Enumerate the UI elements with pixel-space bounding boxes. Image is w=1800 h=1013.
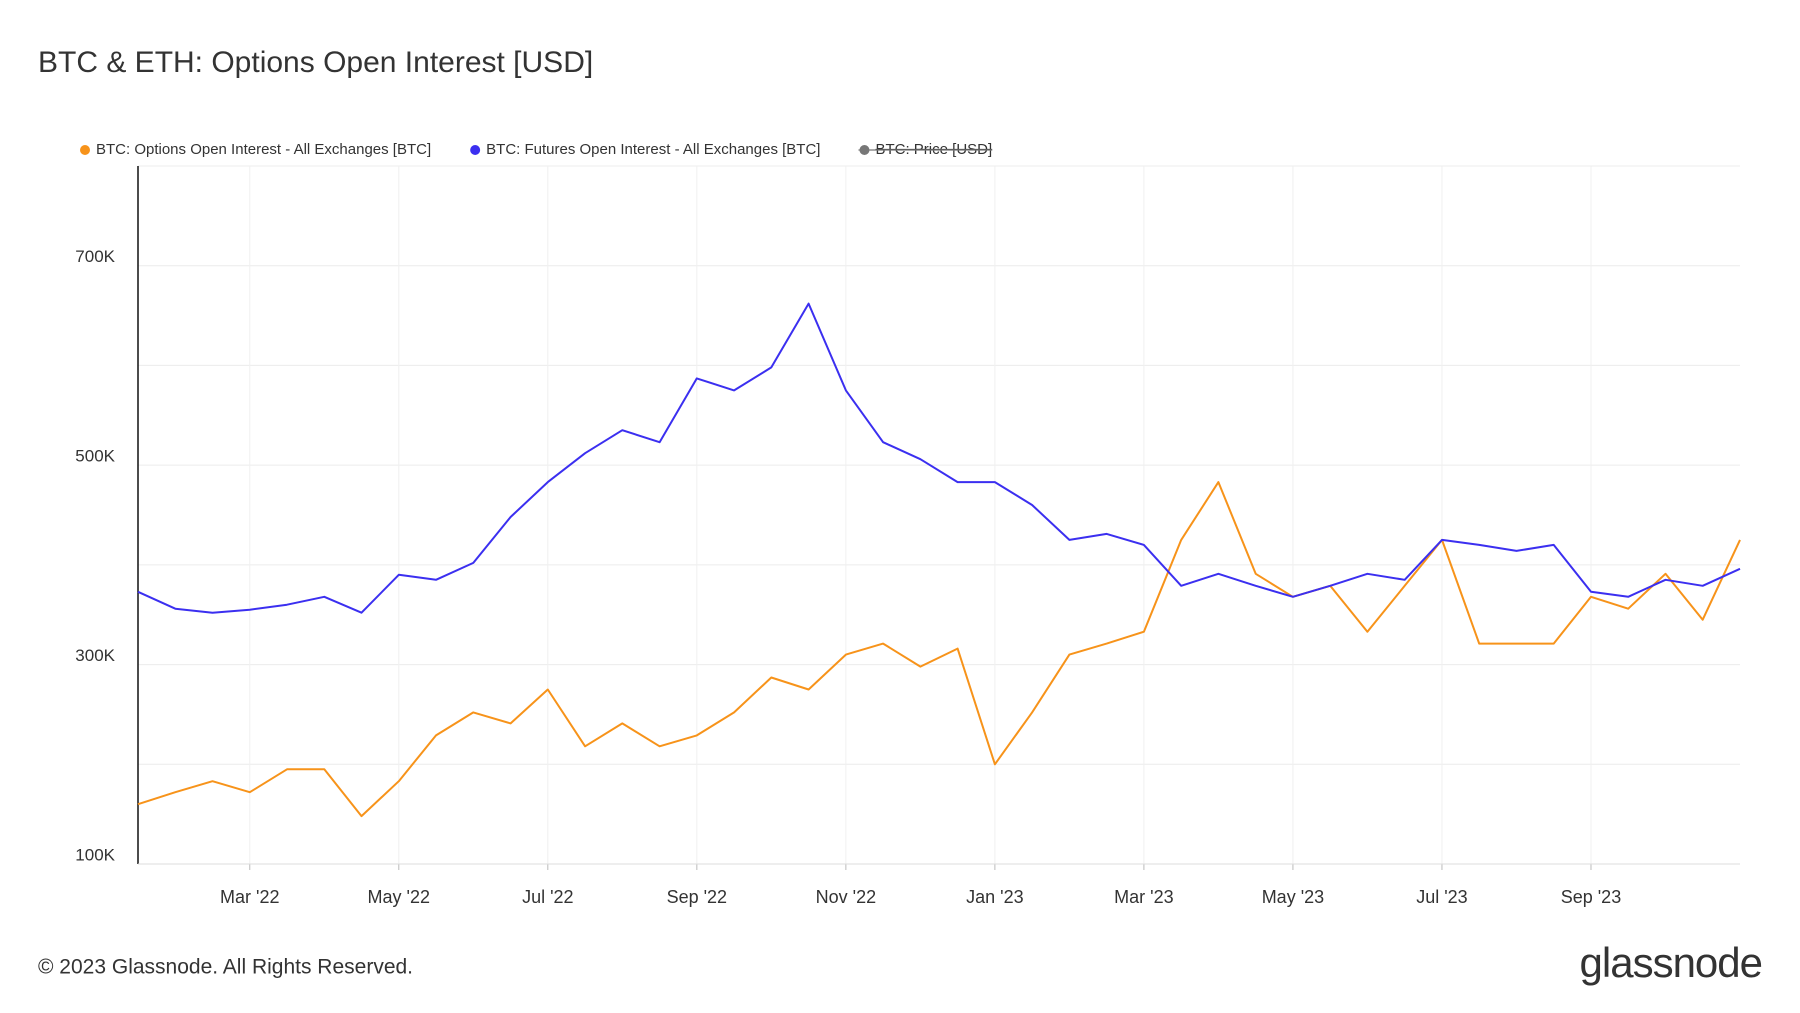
x-tick-label: Mar '23 [1114, 887, 1173, 907]
y-tick-label: 100K [75, 845, 115, 864]
x-tick-label: Jul '23 [1416, 887, 1467, 907]
y-tick-label: 500K [75, 447, 115, 466]
y-tick-label: 300K [75, 646, 115, 665]
legend-label: BTC: Futures Open Interest - All Exchang… [486, 141, 820, 158]
x-tick-label: May '22 [368, 887, 430, 907]
x-tick-label: May '23 [1262, 887, 1324, 907]
series-line [137, 481, 1741, 818]
x-tick-label: Sep '22 [667, 887, 728, 907]
legend-marker [80, 145, 90, 155]
logo: glassnode [1580, 939, 1762, 986]
chart-title: BTC & ETH: Options Open Interest [USD] [38, 46, 593, 79]
legend-marker [470, 145, 481, 155]
x-tick-label: Jul '22 [522, 887, 573, 907]
y-tick-label: 700K [75, 247, 115, 266]
series-line [137, 302, 1741, 614]
x-tick-label: Mar '22 [220, 887, 279, 907]
copyright: © 2023 Glassnode. All Rights Reserved. [38, 956, 413, 979]
x-tick-label: Sep '23 [1561, 887, 1622, 907]
x-tick-label: Jan '23 [966, 887, 1023, 907]
legend-label: BTC: Options Open Interest - All Exchang… [96, 141, 431, 158]
x-tick-label: Nov '22 [816, 887, 876, 907]
